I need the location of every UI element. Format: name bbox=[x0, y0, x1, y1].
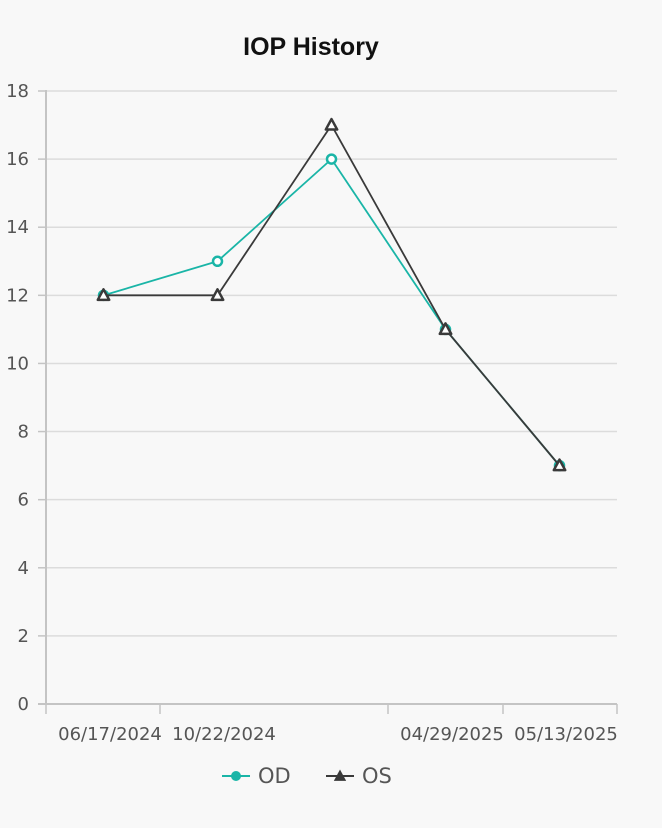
y-tick-label-10: 10 bbox=[6, 353, 29, 374]
x-tick-label-1: 10/22/2024 bbox=[172, 724, 276, 745]
data-point-os-2 bbox=[324, 117, 339, 131]
y-tick-label-4: 4 bbox=[18, 558, 29, 579]
y-tick-label-18: 18 bbox=[6, 81, 29, 102]
y-tick-label-8: 8 bbox=[18, 422, 29, 443]
x-axis-ticks: 06/17/2024 10/22/2024 04/29/2025 05/13/2025 bbox=[45, 704, 618, 745]
y-tick-label-14: 14 bbox=[6, 217, 29, 238]
legend-triangle-icon bbox=[333, 769, 347, 781]
data-point-od-2 bbox=[325, 153, 338, 165]
data-point-os-0 bbox=[96, 288, 111, 302]
data-point-od-1 bbox=[211, 255, 224, 268]
y-tick-label-12: 12 bbox=[6, 285, 29, 306]
data-point-os-1 bbox=[210, 288, 225, 302]
legend-label-os: OS bbox=[362, 764, 392, 788]
y-tick-label-6: 6 bbox=[18, 490, 29, 511]
y-tick-label-16: 16 bbox=[6, 149, 29, 170]
legend-item-od[interactable]: OD bbox=[222, 764, 291, 788]
series-group bbox=[96, 117, 567, 472]
chart-title: IOP History bbox=[243, 33, 379, 61]
series-os bbox=[96, 117, 567, 472]
axes bbox=[38, 90, 617, 705]
x-tick-label-2: 04/29/2025 bbox=[400, 724, 504, 745]
y-tick-label-2: 2 bbox=[18, 626, 29, 647]
legend-circle-icon bbox=[231, 771, 241, 781]
x-tick-label-0: 06/17/2024 bbox=[58, 724, 162, 745]
y-tick-label-0: 0 bbox=[18, 694, 29, 715]
y-axis-ticks: 0 2 4 6 8 10 12 14 16 18 bbox=[6, 81, 46, 715]
legend-item-os[interactable]: OS bbox=[326, 764, 392, 788]
legend[interactable]: OD OS bbox=[222, 764, 392, 788]
legend-label-od: OD bbox=[258, 764, 291, 788]
grid-lines bbox=[46, 90, 617, 637]
data-point-os-3 bbox=[438, 322, 453, 336]
x-tick-label-3: 05/13/2025 bbox=[514, 724, 618, 745]
data-point-os-4 bbox=[552, 458, 567, 472]
